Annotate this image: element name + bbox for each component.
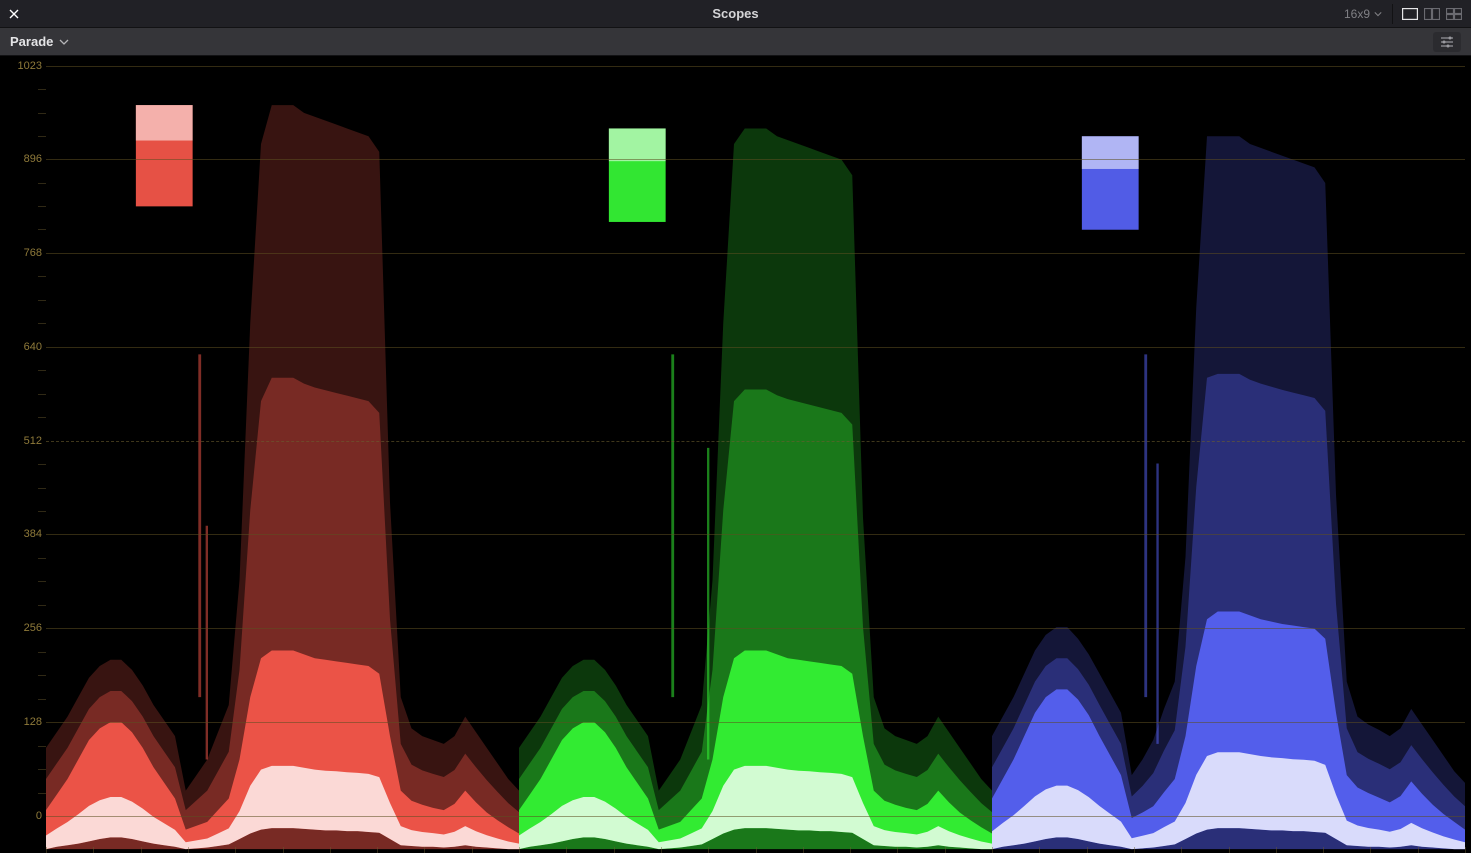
yaxis-minor-tick — [38, 558, 46, 559]
yaxis-minor-tick — [38, 136, 46, 137]
xaxis-tick — [1229, 847, 1230, 853]
xaxis-tick — [46, 847, 47, 853]
xaxis-tick — [1276, 847, 1277, 853]
xaxis-tick — [188, 847, 189, 853]
xaxis-tick — [1465, 847, 1466, 853]
yaxis-minor-tick — [38, 370, 46, 371]
yaxis-minor-tick — [38, 581, 46, 582]
gridline — [46, 628, 1465, 629]
xaxis-tick — [377, 847, 378, 853]
chevron-down-icon — [59, 37, 69, 47]
yaxis-minor-tick — [38, 605, 46, 606]
xaxis-tick — [803, 847, 804, 853]
yaxis-minor-tick — [38, 89, 46, 90]
titlebar: Scopes 16x9 — [0, 0, 1471, 28]
gridline — [46, 816, 1465, 817]
yaxis-minor-tick — [38, 206, 46, 207]
chevron-down-icon — [1374, 10, 1382, 18]
scope-canvas — [46, 56, 1465, 853]
yaxis-minor-tick — [38, 417, 46, 418]
yaxis-minor-tick — [38, 300, 46, 301]
yaxis-minor-tick — [38, 229, 46, 230]
yaxis-label: 0 — [36, 810, 42, 822]
xaxis-tick — [283, 847, 284, 853]
yaxis-label: 128 — [24, 716, 42, 728]
yaxis-minor-tick — [38, 652, 46, 653]
yaxis-minor-tick — [38, 675, 46, 676]
layout-dual-icon — [1424, 8, 1440, 20]
xaxis-tick — [235, 847, 236, 853]
xaxis-tick — [661, 847, 662, 853]
xaxis-tick — [1087, 847, 1088, 853]
titlebar-right: 16x9 — [1344, 4, 1471, 24]
layout-quad-icon — [1446, 8, 1462, 20]
yaxis-minor-tick — [38, 511, 46, 512]
gridline — [46, 159, 1465, 160]
xaxis-tick — [756, 847, 757, 853]
xaxis-tick — [330, 847, 331, 853]
xaxis-tick — [1418, 847, 1419, 853]
yaxis-label: 768 — [24, 247, 42, 259]
scope-display: 0 128 256 384 512 640 768 896 1023 — [0, 56, 1471, 853]
yaxis-minor-tick — [38, 113, 46, 114]
scope-yaxis: 0 128 256 384 512 640 768 896 1023 — [0, 56, 46, 853]
gridline — [46, 66, 1465, 67]
yaxis-minor-tick — [38, 394, 46, 395]
yaxis-minor-tick — [38, 488, 46, 489]
close-button[interactable] — [0, 0, 28, 28]
xaxis-tick — [566, 847, 567, 853]
yaxis-minor-tick — [38, 769, 46, 770]
yaxis-minor-tick — [38, 183, 46, 184]
yaxis-label: 256 — [24, 622, 42, 634]
xaxis-tick — [708, 847, 709, 853]
gridline — [46, 722, 1465, 723]
close-icon — [9, 9, 19, 19]
xaxis-tick — [472, 847, 473, 853]
xaxis-tick — [945, 847, 946, 853]
yaxis-label: 512 — [24, 435, 42, 447]
layout-single-icon — [1402, 8, 1418, 20]
layout-dual-button[interactable] — [1423, 7, 1441, 21]
scope-type-dropdown[interactable]: Parade — [10, 34, 69, 49]
xaxis-tick — [1039, 847, 1040, 853]
yaxis-minor-tick — [38, 276, 46, 277]
xaxis-tick — [519, 847, 520, 853]
sliders-icon — [1440, 36, 1454, 48]
window-title: Scopes — [712, 6, 758, 21]
yaxis-minor-tick — [38, 746, 46, 747]
xaxis-tick — [897, 847, 898, 853]
gridline — [46, 441, 1465, 442]
layout-quad-button[interactable] — [1445, 7, 1463, 21]
yaxis-label: 896 — [24, 153, 42, 165]
xaxis-tick — [1134, 847, 1135, 853]
gridline — [46, 534, 1465, 535]
gridline — [46, 253, 1465, 254]
scope-toolbar: Parade — [0, 28, 1471, 56]
yaxis-label: 640 — [24, 341, 42, 353]
xaxis-tick — [141, 847, 142, 853]
xaxis-tick — [1323, 847, 1324, 853]
aspect-ratio-dropdown[interactable]: 16x9 — [1344, 7, 1382, 21]
yaxis-label: 1023 — [18, 60, 42, 72]
yaxis-minor-tick — [38, 464, 46, 465]
yaxis-minor-tick — [38, 699, 46, 700]
scope-type-label: Parade — [10, 34, 53, 49]
xaxis-tick — [1370, 847, 1371, 853]
scope-settings-button[interactable] — [1433, 32, 1461, 52]
gridline — [46, 347, 1465, 348]
layout-single-button[interactable] — [1401, 7, 1419, 21]
xaxis-tick — [614, 847, 615, 853]
yaxis-label: 384 — [24, 528, 42, 540]
yaxis-minor-tick — [38, 323, 46, 324]
layout-icons — [1392, 4, 1463, 24]
xaxis-tick — [424, 847, 425, 853]
yaxis-minor-tick — [38, 793, 46, 794]
xaxis-tick — [1181, 847, 1182, 853]
xaxis-tick — [992, 847, 993, 853]
xaxis-tick — [93, 847, 94, 853]
xaxis-tick — [850, 847, 851, 853]
aspect-label: 16x9 — [1344, 7, 1370, 21]
